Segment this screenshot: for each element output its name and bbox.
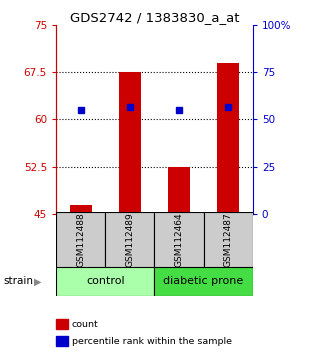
- FancyBboxPatch shape: [105, 212, 155, 267]
- Text: ▶: ▶: [34, 276, 41, 286]
- Text: GSM112464: GSM112464: [174, 212, 183, 267]
- Bar: [119, 72, 141, 214]
- Text: diabetic prone: diabetic prone: [164, 276, 244, 286]
- Title: GDS2742 / 1383830_a_at: GDS2742 / 1383830_a_at: [70, 11, 239, 24]
- Text: GSM112488: GSM112488: [76, 212, 85, 267]
- FancyBboxPatch shape: [204, 212, 253, 267]
- Text: GSM112489: GSM112489: [125, 212, 134, 267]
- Bar: [217, 63, 239, 214]
- Text: percentile rank within the sample: percentile rank within the sample: [72, 337, 232, 346]
- Text: control: control: [86, 276, 124, 286]
- Text: GSM112487: GSM112487: [224, 212, 233, 267]
- FancyBboxPatch shape: [155, 212, 204, 267]
- Bar: [69, 205, 92, 214]
- FancyBboxPatch shape: [155, 267, 253, 296]
- Bar: [168, 167, 190, 214]
- FancyBboxPatch shape: [56, 212, 105, 267]
- Text: count: count: [72, 320, 99, 329]
- FancyBboxPatch shape: [56, 267, 155, 296]
- Text: strain: strain: [3, 276, 33, 286]
